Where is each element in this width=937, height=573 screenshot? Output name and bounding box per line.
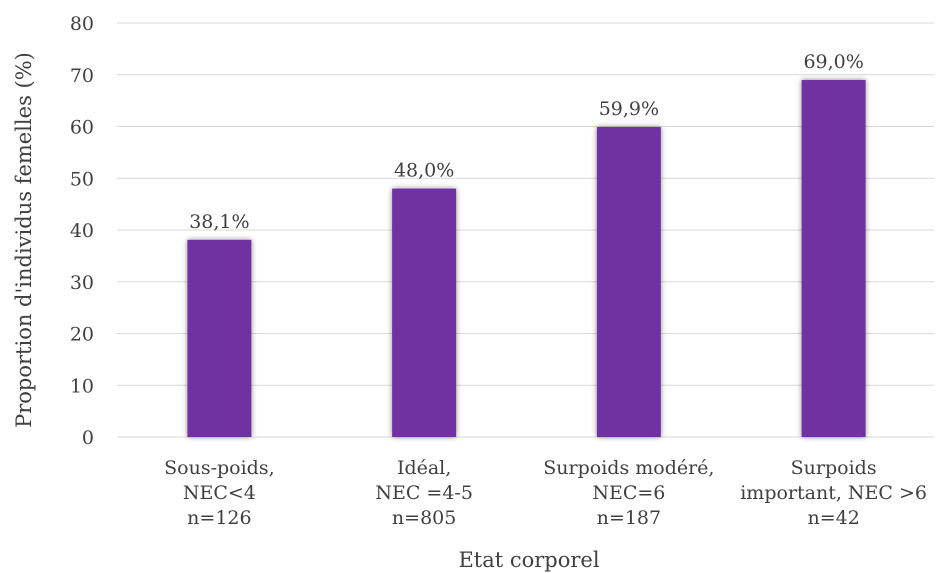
x-category-label: Sous-poids,: [164, 457, 275, 479]
bar-1: [187, 239, 252, 437]
x-category-label: n=805: [392, 507, 456, 529]
y-axis-title: Proportion d'individus femelles (%): [12, 52, 36, 428]
x-category-label: important, NEC >6: [740, 482, 927, 504]
y-tick-label: 80: [70, 13, 94, 35]
x-category-label: NEC<4: [183, 482, 256, 504]
y-tick-label: 10: [70, 375, 94, 397]
y-tick-label: 30: [70, 272, 94, 294]
data-label-1: 38,1%: [189, 211, 249, 233]
bar-4: [801, 79, 866, 438]
data-labels: 38,1% 48,0% 59,9% 69,0%: [189, 51, 864, 233]
y-tick-label: 40: [70, 220, 94, 242]
data-label-3: 59,9%: [599, 98, 659, 120]
y-tick-label: 20: [70, 324, 94, 346]
data-label-4: 69,0%: [803, 51, 863, 73]
y-tick-label: 50: [70, 168, 94, 190]
x-category-label: Idéal,: [397, 457, 451, 479]
y-tick-label: 60: [70, 117, 94, 139]
bars: [187, 79, 866, 438]
gridlines: [117, 22, 934, 438]
x-axis-title: Etat corporel: [458, 548, 599, 572]
x-category-label: Surpoids: [791, 457, 877, 479]
data-label-2: 48,0%: [394, 160, 454, 182]
x-category-label: n=42: [807, 507, 859, 529]
y-tick-label: 70: [70, 65, 94, 87]
x-category-label: n=126: [187, 507, 251, 529]
x-category-label: n=187: [597, 507, 661, 529]
x-category-label: NEC=6: [592, 482, 665, 504]
x-axis-categories: Sous-poids, NEC<4 n=126 Idéal, NEC =4-5 n=805…: [164, 457, 927, 529]
bar-3: [596, 127, 661, 437]
x-category-label: Surpoids modéré,: [543, 457, 714, 479]
bar-2: [392, 188, 457, 437]
y-tick-label: 0: [82, 427, 94, 449]
y-axis-ticks: 0 10 20 30 40 50 60 70 80: [70, 13, 94, 449]
x-category-label: NEC =4-5: [375, 482, 473, 504]
